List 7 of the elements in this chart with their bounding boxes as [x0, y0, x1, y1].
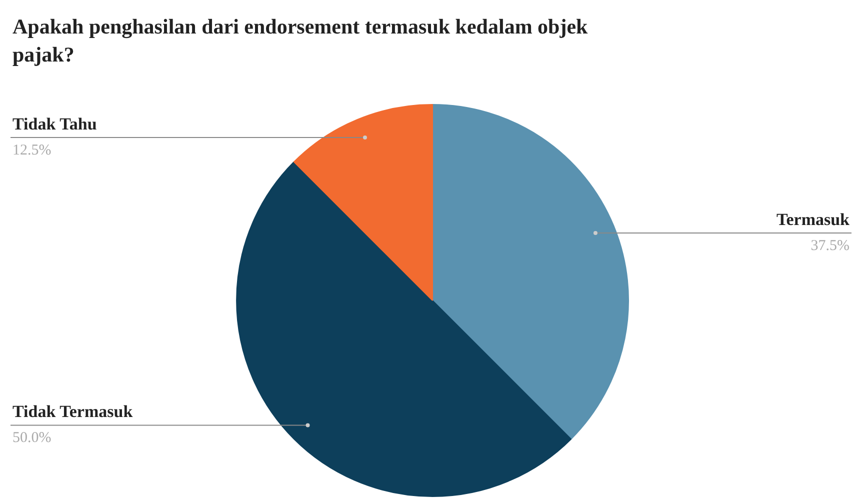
- slice-label: Tidak Tahu: [12, 114, 97, 134]
- chart-title: Apakah penghasilan dari endorsement termasuk kedalam objek pajak?: [12, 14, 588, 66]
- slice-label: Tidak Termasuk: [12, 402, 134, 422]
- data-label: 50.0%: [12, 430, 52, 446]
- slice-label: Termasuk: [776, 210, 850, 229]
- data-label: 37.5%: [810, 238, 850, 254]
- data-label: 12.5%: [12, 142, 52, 159]
